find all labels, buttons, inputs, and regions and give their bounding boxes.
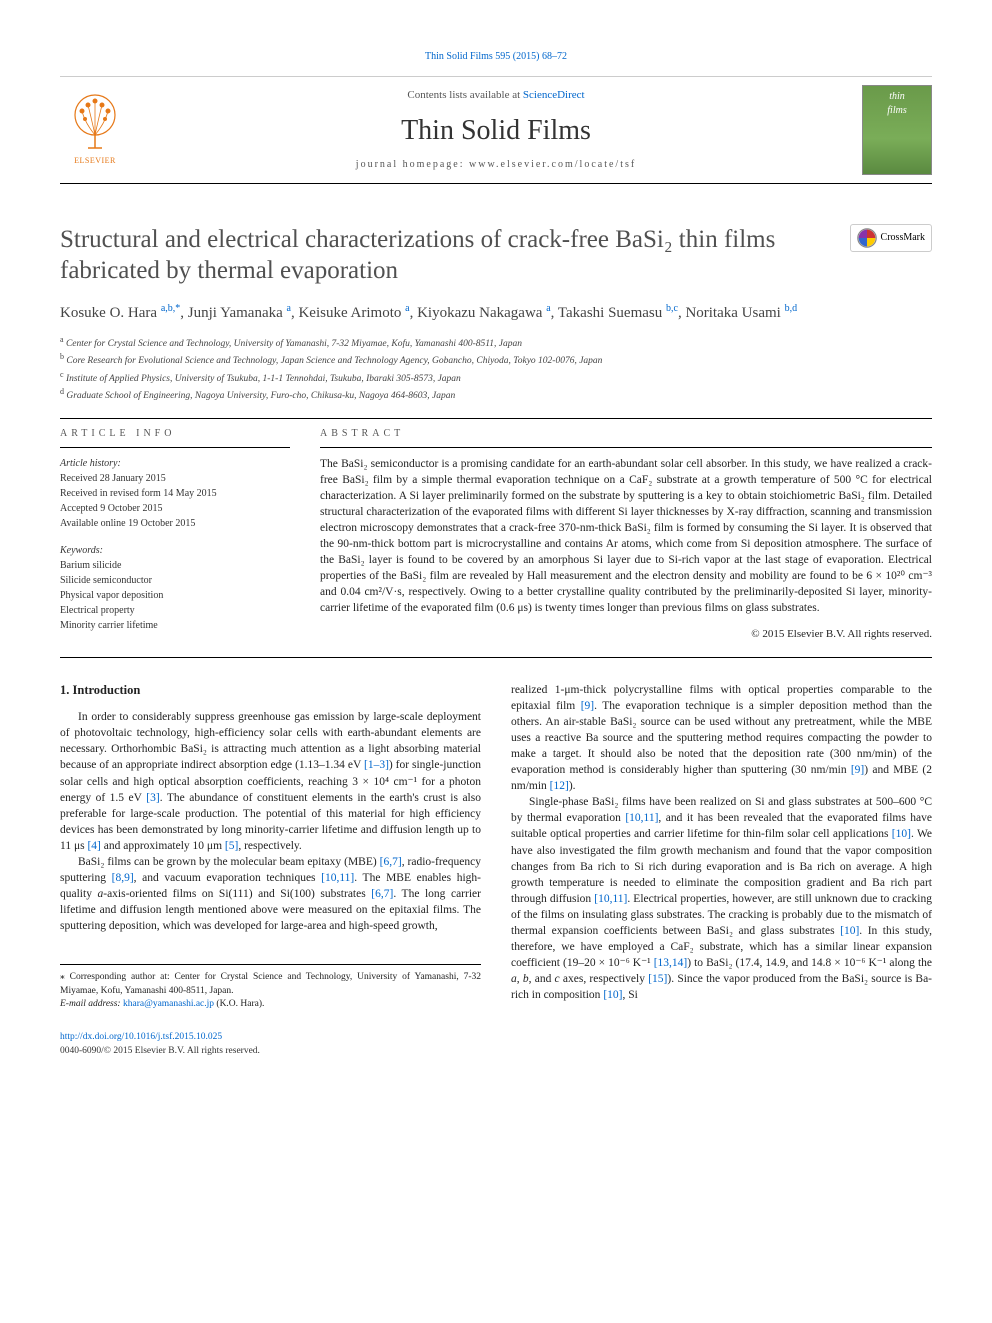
affiliation-line: b Core Research for Evolutional Science …: [60, 351, 932, 368]
publisher-name: ELSEVIER: [74, 155, 116, 166]
email-line: E-mail address: khara@yamanashi.ac.jp (K…: [60, 998, 481, 1011]
article-info-head: article info: [60, 419, 290, 448]
affiliation-line: d Graduate School of Engineering, Nagoya…: [60, 386, 932, 403]
abstract-head: abstract: [320, 419, 932, 448]
abstract-text: The BaSi₂ semiconductor is a promising c…: [320, 456, 932, 617]
history-item: Available online 19 October 2015: [60, 516, 290, 531]
history-list: Received 28 January 2015Received in revi…: [60, 471, 290, 531]
body-columns: 1. Introduction In order to considerably…: [60, 682, 932, 1012]
masthead: ELSEVIER Contents lists available at Sci…: [60, 76, 932, 184]
homepage-url: www.elsevier.com/locate/tsf: [469, 159, 636, 170]
history-item: Received in revised form 14 May 2015: [60, 486, 290, 501]
affiliation-line: a Center for Crystal Science and Technol…: [60, 334, 932, 351]
article-info-column: article info Article history: Received 2…: [60, 419, 290, 645]
body-paragraph: realized 1-μm-thick polycrystalline film…: [511, 682, 932, 795]
crossmark-badge[interactable]: CrossMark: [850, 224, 932, 252]
footnote-mark: ⁎: [60, 972, 65, 982]
rule-below-abstract: [60, 657, 932, 658]
article-history: Article history: Received 28 January 201…: [60, 456, 290, 531]
article-title: Structural and electrical characterizati…: [60, 224, 850, 287]
keyword-item: Minority carrier lifetime: [60, 618, 290, 633]
section-heading: 1. Introduction: [60, 682, 481, 700]
body-column-right: realized 1-μm-thick polycrystalline film…: [511, 682, 932, 1012]
keyword-item: Barium silicide: [60, 558, 290, 573]
elsevier-tree-icon: [70, 93, 120, 153]
footnote-text: Corresponding author at: Center for Crys…: [60, 972, 481, 995]
top-citation-link[interactable]: Thin Solid Films 595 (2015) 68–72: [425, 51, 567, 62]
history-item: Received 28 January 2015: [60, 471, 290, 486]
abstract-copyright: © 2015 Elsevier B.V. All rights reserved…: [320, 627, 932, 642]
journal-cover-thumbnail: thin films: [862, 85, 932, 175]
email-link[interactable]: khara@yamanashi.ac.jp: [123, 999, 214, 1009]
keyword-item: Electrical property: [60, 603, 290, 618]
contents-available: Contents lists available at ScienceDirec…: [130, 88, 862, 103]
crossmark-icon: [857, 228, 877, 248]
journal-homepage: journal homepage: www.elsevier.com/locat…: [130, 158, 862, 172]
body-paragraph: In order to considerably suppress greenh…: [60, 709, 481, 854]
issn-copyright: 0040-6090/© 2015 Elsevier B.V. All right…: [60, 1045, 932, 1058]
keyword-item: Physical vapor deposition: [60, 588, 290, 603]
section-number: 1.: [60, 683, 69, 697]
contents-prefix: Contents lists available at: [407, 89, 522, 101]
cover-text-2: films: [887, 104, 906, 118]
top-citation: Thin Solid Films 595 (2015) 68–72: [60, 50, 932, 64]
keywords-list: Barium silicideSilicide semiconductorPhy…: [60, 558, 290, 633]
sciencedirect-link[interactable]: ScienceDirect: [523, 89, 585, 101]
body-paragraph: BaSi₂ films can be grown by the molecula…: [60, 854, 481, 934]
crossmark-label: CrossMark: [881, 231, 925, 245]
keywords-block: Keywords: Barium silicideSilicide semico…: [60, 543, 290, 633]
history-item: Accepted 9 October 2015: [60, 501, 290, 516]
journal-name: Thin Solid Films: [130, 111, 862, 150]
section-title: Introduction: [73, 683, 141, 697]
page-footer: http://dx.doi.org/10.1016/j.tsf.2015.10.…: [60, 1031, 932, 1058]
homepage-prefix: journal homepage:: [356, 159, 469, 170]
page: Thin Solid Films 595 (2015) 68–72 ELSEVI…: [0, 0, 992, 1088]
email-name: (K.O. Hara).: [216, 999, 264, 1009]
body-paragraph: Single-phase BaSi₂ films have been reali…: [511, 794, 932, 1003]
info-abstract-row: article info Article history: Received 2…: [60, 419, 932, 645]
affiliation-line: c Institute of Applied Physics, Universi…: [60, 369, 932, 386]
body-column-left: 1. Introduction In order to considerably…: [60, 682, 481, 1012]
abstract-column: abstract The BaSi₂ semiconductor is a pr…: [320, 419, 932, 645]
footnote-block: ⁎ Corresponding author at: Center for Cr…: [60, 964, 481, 1011]
affiliations: a Center for Crystal Science and Technol…: [60, 334, 932, 404]
keyword-item: Silicide semiconductor: [60, 573, 290, 588]
cover-text-1: thin: [889, 90, 905, 104]
title-block: Structural and electrical characterizati…: [60, 224, 932, 287]
masthead-center: Contents lists available at ScienceDirec…: [130, 88, 862, 173]
publisher-logo: ELSEVIER: [60, 90, 130, 170]
corresponding-author-note: ⁎ Corresponding author at: Center for Cr…: [60, 971, 481, 998]
keywords-label: Keywords:: [60, 543, 290, 558]
doi-link[interactable]: http://dx.doi.org/10.1016/j.tsf.2015.10.…: [60, 1032, 222, 1042]
email-label: E-mail address:: [60, 999, 121, 1009]
history-label: Article history:: [60, 456, 290, 471]
authors: Kosuke O. Hara a,b,*, Junji Yamanaka a, …: [60, 301, 932, 325]
